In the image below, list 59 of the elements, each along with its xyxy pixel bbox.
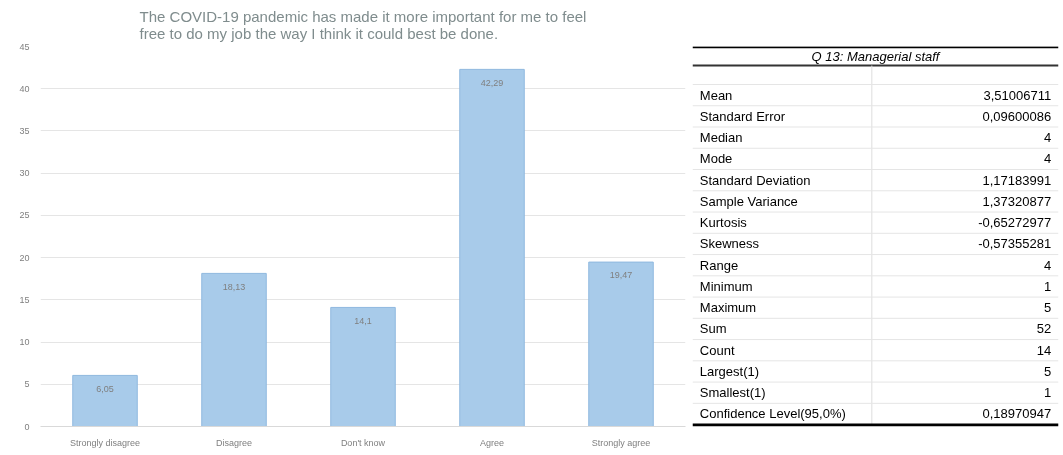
x-tick-label: Disagree — [215, 437, 253, 448]
text: 1 — [1043, 278, 1052, 294]
text: 4 — [1043, 151, 1052, 167]
y-tick-label: 5 — [24, 379, 30, 390]
data-label: 42,29 — [480, 77, 504, 88]
text: Standard Error — [699, 108, 786, 124]
bar — [72, 374, 138, 427]
text: 0,18970947 — [982, 406, 1052, 422]
y-tick-label: 0 — [24, 421, 30, 432]
text: Smallest(1) — [699, 385, 766, 401]
text: 5 — [1043, 363, 1052, 379]
y-tick-label: 25 — [19, 210, 30, 221]
data-label: 19,47 — [609, 270, 633, 281]
chart-title: The COVID-19 pandemic has made it more important for me to feel free to do my job the way I think it could best be done. — [139, 7, 587, 42]
text: 3,51006711 — [983, 87, 1052, 103]
text: 1,17183991 — [982, 172, 1052, 188]
text: -0,57355281 — [978, 236, 1052, 252]
text: Maximum — [699, 300, 757, 316]
text: 5 — [1043, 300, 1052, 316]
data-label: 6,05 — [96, 383, 114, 394]
text: Count — [699, 342, 735, 358]
bar — [459, 68, 525, 427]
y-tick-label: 30 — [19, 168, 30, 179]
text: Standard Deviation — [699, 172, 811, 188]
text: -0,65272977 — [978, 215, 1052, 231]
text: Range — [699, 257, 739, 273]
y-tick-label: 40 — [19, 83, 30, 94]
text: 14 — [1036, 342, 1052, 358]
text: Q 13: Managerial staff — [811, 48, 941, 64]
y-tick-label: 15 — [19, 294, 30, 305]
x-tick-label: Strongly agree — [591, 437, 651, 448]
y-tick-label: 10 — [19, 337, 30, 348]
text: Largest(1) — [699, 363, 760, 379]
text: 52 — [1036, 321, 1052, 337]
y-tick-label: 35 — [19, 125, 30, 136]
data-label: 14,1 — [354, 315, 372, 326]
text: Sample Variance — [699, 193, 798, 209]
text: Sum — [699, 321, 727, 337]
text: 1 — [1043, 385, 1052, 401]
x-tick-label: Don't know — [340, 437, 386, 448]
text: 1,37320877 — [982, 193, 1052, 209]
bar — [201, 272, 267, 427]
bar — [330, 306, 396, 427]
text: Median — [699, 130, 743, 146]
text: Mean — [699, 87, 733, 103]
text: Mode — [699, 151, 733, 167]
text: Confidence Level(95,0%) — [699, 406, 846, 422]
text: Skewness — [699, 236, 760, 252]
data-label: 18,13 — [222, 281, 246, 292]
x-tick-label: Strongly disagree — [69, 437, 141, 448]
y-tick-label: 45 — [19, 41, 30, 52]
x-tick-label: Agree — [479, 437, 505, 448]
bar — [588, 261, 654, 427]
text: Minimum — [699, 278, 753, 294]
text: 4 — [1043, 257, 1052, 273]
text: 4 — [1043, 130, 1052, 146]
text: Kurtosis — [699, 215, 748, 231]
y-tick-label: 20 — [19, 252, 30, 263]
text: 0,09600086 — [982, 108, 1052, 124]
